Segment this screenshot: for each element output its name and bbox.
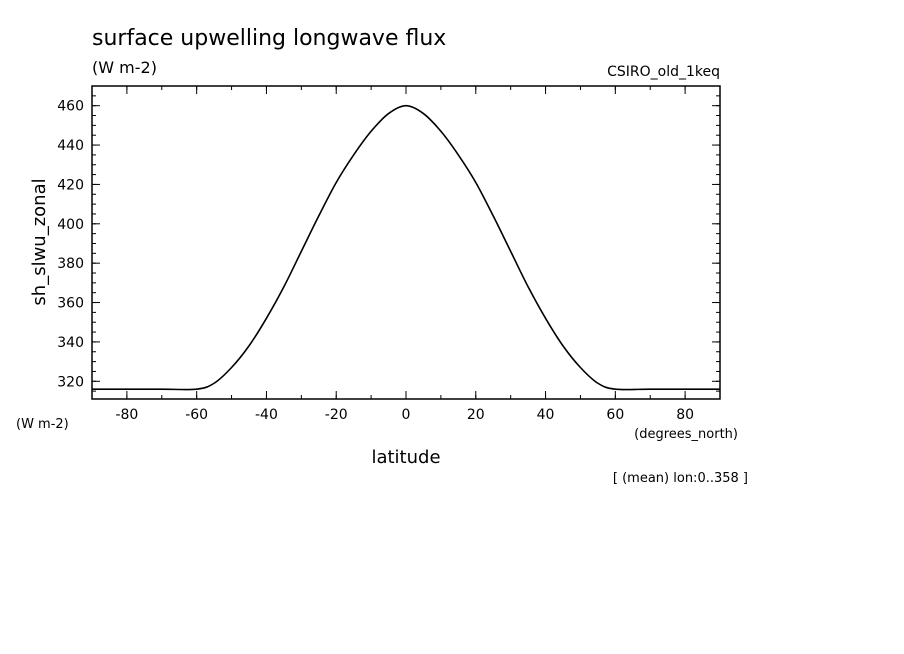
y-tick-label: 340: [57, 335, 84, 351]
y-tick-label: 400: [57, 217, 84, 233]
x-tick-label: 0: [402, 407, 411, 423]
chart-title: surface upwelling longwave flux: [92, 26, 446, 51]
x-axis-label: latitude: [371, 447, 440, 468]
y-tick-label: 320: [57, 374, 84, 390]
x-tick-label: 60: [606, 407, 624, 423]
x-tick-label: 80: [676, 407, 694, 423]
x-tick-labels: -80 -60 -40 -20 0 20 40 60 80: [115, 407, 694, 423]
plot-frame: [91, 85, 721, 400]
series-line: [92, 104, 720, 391]
y-tick-label: 460: [57, 99, 84, 115]
x-tick-label: -60: [185, 407, 208, 423]
y-axis-units: (W m-2): [16, 417, 69, 432]
y-tick-label: 360: [57, 296, 84, 312]
y-tick-label: 420: [57, 177, 84, 193]
x-axis-units: (degrees_north): [634, 427, 738, 442]
x-tick-label: -20: [325, 407, 348, 423]
x-tick-label: 20: [467, 407, 485, 423]
chart-units: (W m-2): [92, 58, 157, 77]
x-tick-label: 40: [537, 407, 555, 423]
y-tick-label: 440: [57, 138, 84, 154]
y-tick-labels: 320 340 360 380 400 420 440 460: [57, 99, 84, 391]
x-tick-label: -80: [115, 407, 138, 423]
y-tick-label: 380: [57, 256, 84, 272]
dataset-label: CSIRO_old_1keq: [607, 64, 720, 80]
tick-marks: [91, 85, 721, 399]
footnote: [ (mean) lon:0..358 ]: [613, 471, 748, 486]
y-axis-label: sh_slwu_zonal: [29, 178, 50, 305]
x-tick-label: -40: [255, 407, 278, 423]
